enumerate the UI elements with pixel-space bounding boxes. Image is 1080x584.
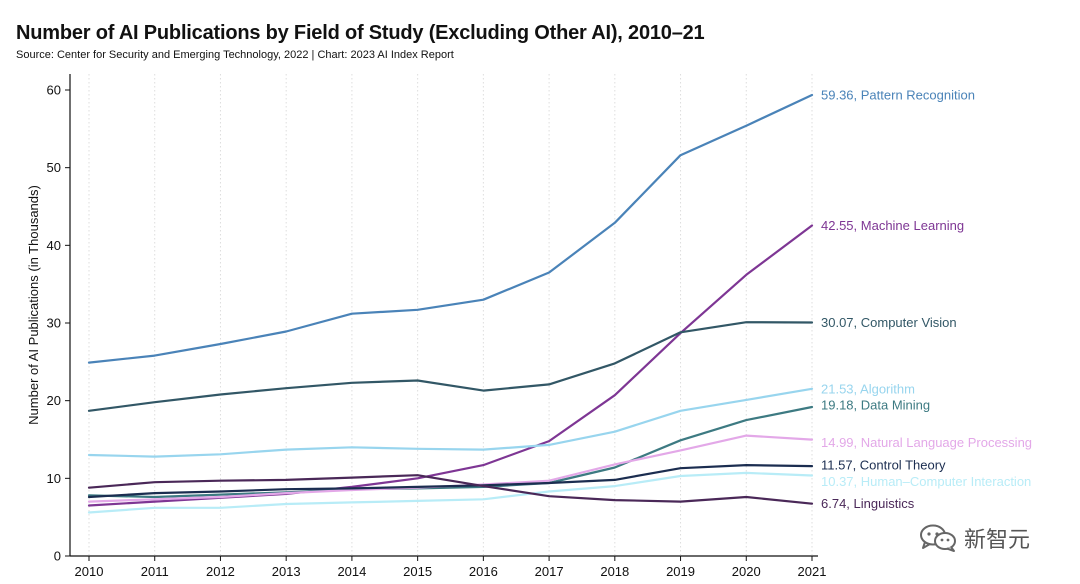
y-tick-label-0: 0 [54,549,61,564]
series-line-machine-learning [87,224,814,507]
x-tick-label-2010: 2010 [75,564,104,579]
y-tick-label-50: 50 [47,160,61,175]
x-tick-label-2014: 2014 [337,564,366,579]
series-end-label-data-mining: 19.18, Data Mining [821,398,930,413]
x-tick-label-2017: 2017 [535,564,564,579]
series-end-label-control-theory: 11.57, Control Theory [821,458,946,473]
watermark-text: 新智元 [964,528,1031,553]
watermark: 新智元 [918,522,1030,554]
chart-source: Source: Center for Security and Emerging… [16,49,454,61]
x-tick-label-2020: 2020 [732,564,761,579]
series-line-control-theory [87,464,814,499]
series-line-pattern-recognition [87,93,814,364]
y-axis-label: Number of AI Publications (in Thousands) [26,185,41,425]
series-line-human-computer-interaction [87,471,814,514]
series-line-computer-vision [87,321,814,412]
series-line-linguistics [87,474,814,505]
x-tick-label-2016: 2016 [469,564,498,579]
series-line-algorithm [87,387,814,458]
series-end-label-machine-learning: 42.55, Machine Learning [821,218,964,233]
y-tick-label-40: 40 [47,238,61,253]
x-tick-label-2013: 2013 [272,564,301,579]
y-tick-label-60: 60 [47,83,61,98]
y-tick-label-20: 20 [47,393,61,408]
y-tick-label-10: 10 [47,471,61,486]
series-end-label-linguistics: 6.74, Linguistics [821,496,915,511]
series-end-label-natural-language-processing: 14.99, Natural Language Processing [821,435,1032,450]
chart-title: Number of AI Publications by Field of St… [16,22,705,44]
x-tick-label-2021: 2021 [798,564,827,579]
series-line-data-mining [87,405,814,499]
x-tick-label-2012: 2012 [206,564,235,579]
y-tick-label-30: 30 [47,316,61,331]
wechat-bubble-icon [920,524,956,552]
series-end-label-pattern-recognition: 59.36, Pattern Recognition [821,87,975,102]
x-tick-label-2019: 2019 [666,564,695,579]
series-end-label-algorithm: 21.53, Algorithm [821,381,915,396]
x-tick-label-2011: 2011 [141,564,169,579]
x-tick-label-2015: 2015 [403,564,432,579]
x-tick-label-2018: 2018 [600,564,629,579]
series-end-label-human-computer-interaction: 10.37, Human–Computer Interaction [821,474,1031,489]
series-end-label-computer-vision: 30.07, Computer Vision [821,315,957,330]
